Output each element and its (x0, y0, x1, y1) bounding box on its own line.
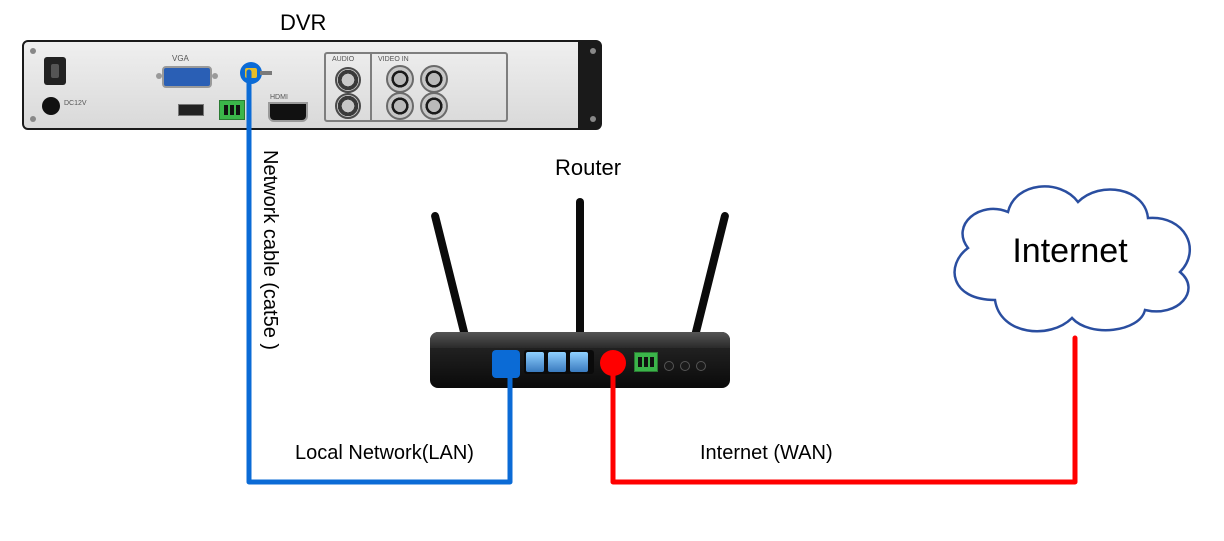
router-misc-ports-icon (664, 358, 714, 368)
dc-label: DC12V (64, 100, 87, 107)
rca-port-icon (335, 67, 361, 93)
av-port-group: AUDIO VIDEO IN (324, 52, 508, 122)
lan-edge-label: Local Network(LAN) (295, 442, 474, 465)
dvr-label: DVR (280, 10, 326, 36)
router-terminal-icon (634, 352, 658, 372)
hdmi-port-icon (268, 102, 308, 122)
bnc-port-icon (386, 65, 414, 93)
video-label: VIDEO IN (378, 56, 409, 63)
terminal-block-icon (219, 100, 245, 120)
diagram-stage: DVR Router Network cable (cat5e ) Local … (0, 0, 1224, 541)
wan-edge-label: Internet (WAN) (700, 442, 833, 465)
antenna-icon (430, 211, 472, 349)
router-lan-port-icon (492, 350, 520, 378)
internet-cloud: Internet (940, 170, 1200, 340)
dvr-lan-port-icon (240, 62, 262, 84)
audio-label: AUDIO (332, 56, 354, 63)
dc-jack-icon (42, 97, 60, 115)
vga-label: VGA (172, 54, 189, 63)
rca-port-icon (335, 93, 361, 119)
cable-type-label: Network cable (cat5e ) (258, 150, 281, 350)
usb-port-icon (178, 104, 204, 116)
internet-label: Internet (940, 232, 1200, 271)
hdmi-label: HDMI (270, 94, 288, 101)
bnc-port-icon (420, 65, 448, 93)
router-device (430, 278, 730, 388)
bnc-port-icon (386, 92, 414, 120)
router-body (430, 332, 730, 388)
power-switch-icon (44, 57, 66, 85)
router-label: Router (555, 155, 621, 181)
dvr-device: DC12V VGA HDMI AUDIO VIDEO IN (22, 40, 602, 130)
router-wan-port-icon (600, 350, 626, 376)
router-lan-ports-icon (524, 350, 594, 374)
bnc-port-icon (420, 92, 448, 120)
antenna-icon (688, 211, 730, 349)
antenna-icon (576, 198, 584, 348)
vga-port-icon (162, 66, 212, 88)
lan-cable-line (249, 72, 510, 482)
